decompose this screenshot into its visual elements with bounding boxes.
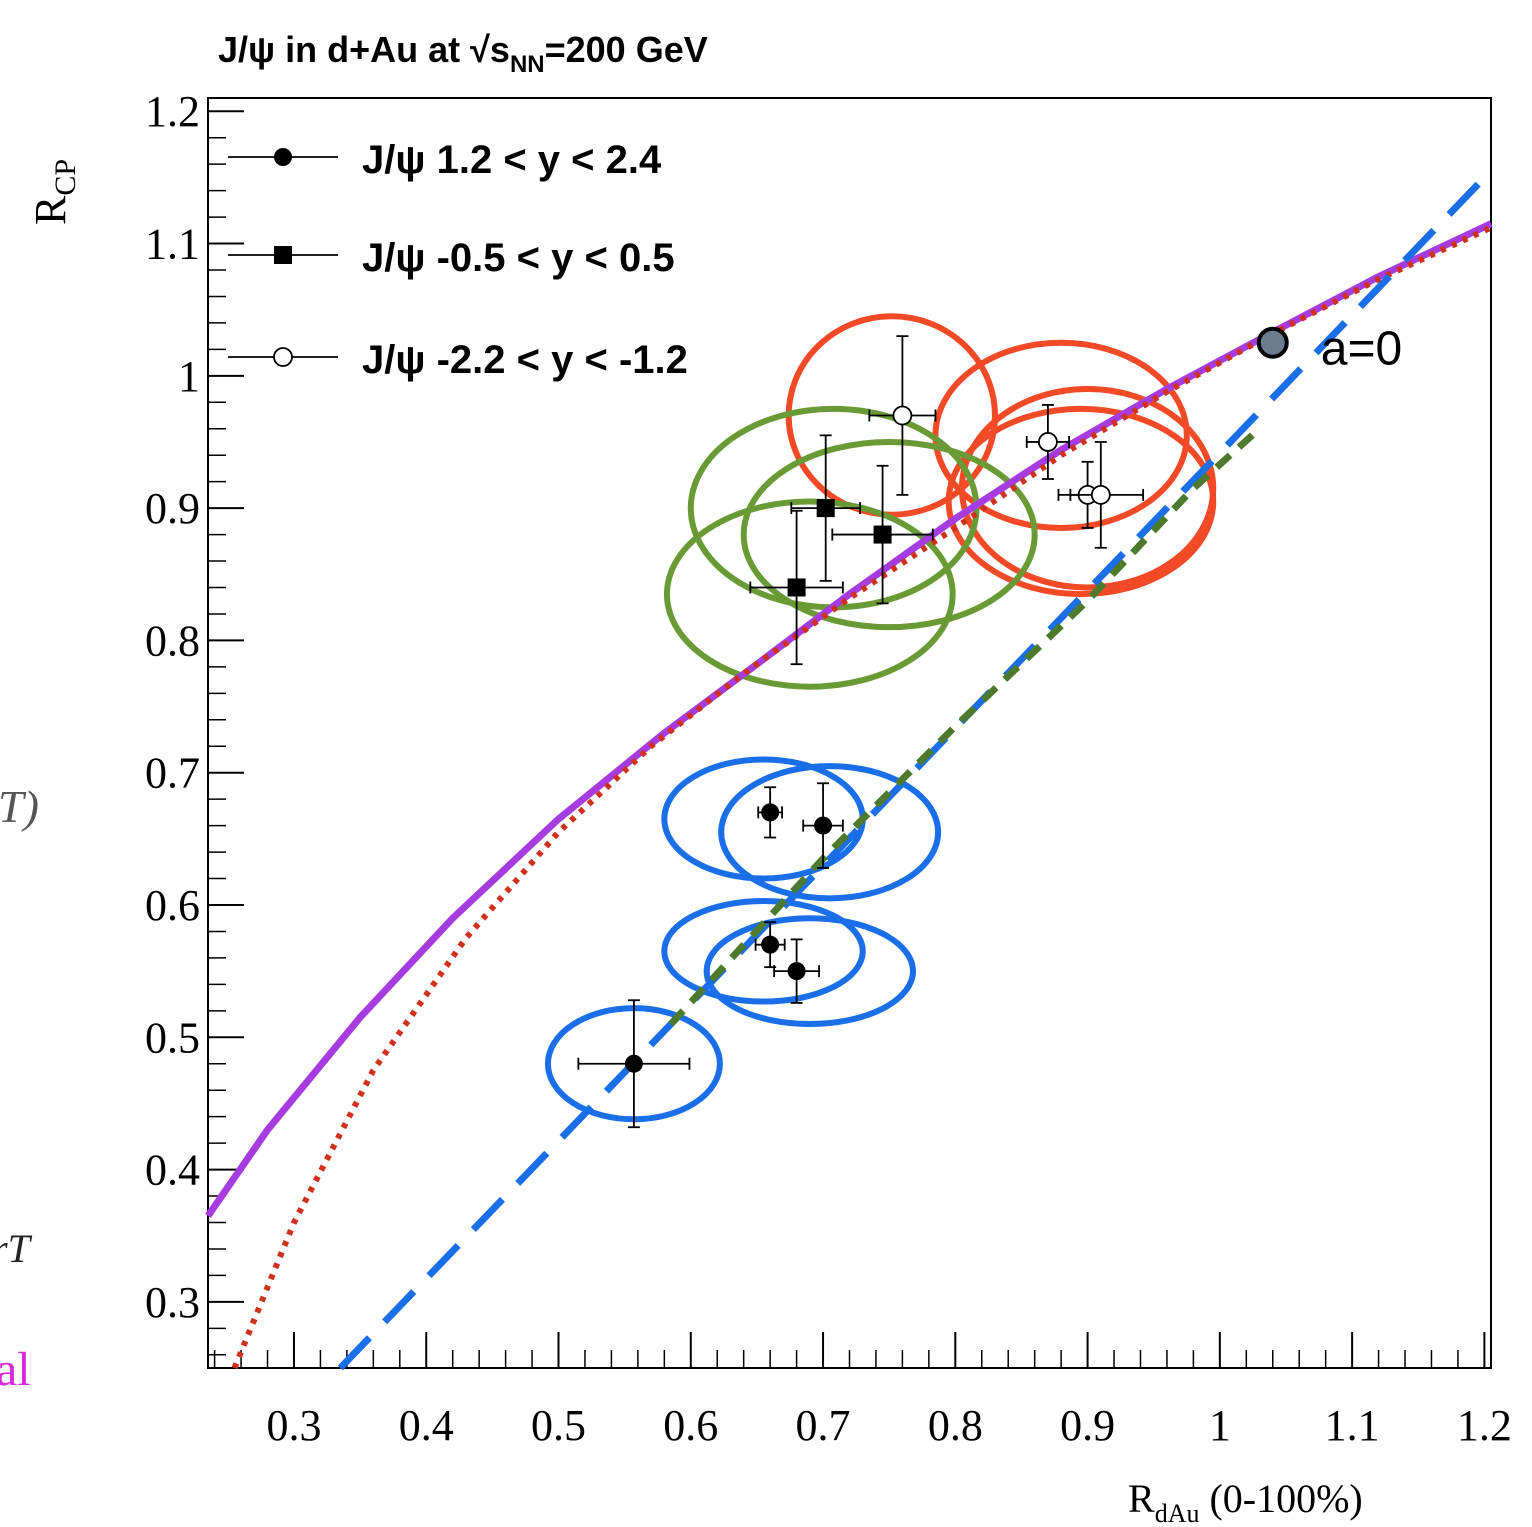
- legend-label: J/ψ -0.5 < y < 0.5: [362, 236, 675, 280]
- data-point: [757, 786, 783, 839]
- marker-filled-circle: [624, 1054, 643, 1073]
- annotation: a=0: [1256, 323, 1402, 376]
- data-point: [749, 509, 844, 666]
- marker-filled-circle: [761, 803, 780, 822]
- y-tick-label: 0.8: [145, 616, 200, 665]
- legend-label: J/ψ -2.2 < y < -1.2: [362, 338, 688, 382]
- marker-open-circle: [892, 405, 913, 426]
- y-tick-label: 0.5: [145, 1013, 200, 1062]
- y-axis-label: RCP: [26, 159, 82, 225]
- x-axis-label-text: R: [1128, 1476, 1155, 1521]
- plot-frame: [207, 97, 1492, 1369]
- data-point: [577, 999, 691, 1129]
- left-fragment-3: al: [0, 1343, 31, 1396]
- x-tick-label: 1.1: [1325, 1401, 1380, 1450]
- data-point: [754, 921, 786, 969]
- x-axis-label: RdAu (0-100%): [1128, 1476, 1363, 1527]
- highlight-ellipse: [945, 405, 1217, 598]
- data-point: [1025, 404, 1070, 480]
- data-point-layer: [577, 335, 1145, 1129]
- marker-filled-square: [873, 525, 892, 544]
- x-tick-label: 0.4: [399, 1401, 454, 1450]
- marker-open-circle: [1090, 484, 1111, 505]
- x-tick-label: 0.6: [663, 1401, 718, 1450]
- y-tick-label: 0.3: [145, 1278, 200, 1327]
- legend: J/ψ 1.2 < y < 2.4 J/ψ -0.5 < y < 0.5 J/ψ -…: [228, 138, 688, 382]
- marker-filled-square: [816, 499, 835, 518]
- x-axis-label-subscript: dAu: [1155, 1499, 1200, 1527]
- y-tick-label: 0.9: [145, 484, 200, 533]
- highlight-ellipse: [718, 763, 942, 902]
- y-tick-label: 0.4: [145, 1146, 200, 1195]
- highlight-ellipse: [740, 438, 1038, 631]
- left-fragment-1: T): [0, 781, 39, 832]
- data-point: [773, 938, 820, 1004]
- marker-filled-circle: [761, 935, 780, 954]
- title-subscript: NN: [510, 51, 545, 78]
- data-point: [831, 464, 934, 605]
- svg-text:J/ψ in d+Au at √sNN=200 GeV: J/ψ in d+Au at √sNN=200 GeV: [218, 29, 708, 78]
- data-point: [1057, 441, 1145, 549]
- title-suffix: =200 GeV: [545, 29, 708, 70]
- left-fragment-2: rT: [0, 1226, 33, 1271]
- marker-open-circle: [1038, 432, 1058, 452]
- x-tick-label: 0.3: [266, 1401, 321, 1450]
- x-tick-label: 1.2: [1457, 1401, 1512, 1450]
- data-point: [790, 434, 861, 582]
- y-tick-label: 0.6: [145, 881, 200, 930]
- x-tick-label: 0.7: [796, 1401, 851, 1450]
- x-tick-label: 0.5: [531, 1401, 586, 1450]
- highlight-ellipse: [703, 915, 916, 1028]
- x-tick-label: 1: [1209, 1401, 1231, 1450]
- data-point: [802, 782, 844, 869]
- y-tick-label: 1.1: [145, 220, 200, 269]
- highlight-ellipse: [661, 898, 866, 1005]
- marker-filled-square: [787, 578, 806, 597]
- title-text: J/ψ in d+Au at √s: [218, 29, 510, 70]
- svg-text:RdAu (0-100%): RdAu (0-100%): [1128, 1476, 1363, 1527]
- model-curve-long-dash: [337, 168, 1494, 1371]
- marker-filled-circle: [274, 148, 292, 166]
- marker-filled-circle: [787, 962, 806, 981]
- x-axis-label-suffix: (0-100%): [1199, 1476, 1362, 1521]
- model-curve-dotted: [231, 224, 1493, 1370]
- y-axis-label-text: R: [26, 195, 75, 225]
- x-tick-label: 0.9: [1060, 1401, 1115, 1450]
- data-point: [868, 335, 937, 496]
- y-tick-label: 1: [178, 352, 200, 401]
- axes: 0.3 0.4 0.5 0.6 0.7 0.8 0.9 1 1.1 1.2 0.3 0.4 0.5 0.6…: [145, 87, 1512, 1450]
- y-axis-label-subscript: CP: [49, 159, 82, 196]
- marker-open-circle: [273, 347, 293, 367]
- svg-text:RCP: RCP: [26, 159, 82, 225]
- left-margin-fragments: T) rT al: [0, 781, 39, 1396]
- marker-filled-circle: [814, 816, 833, 835]
- annotation-marker: [1256, 326, 1289, 359]
- y-tick-label: 0.7: [145, 749, 200, 798]
- annotation-label: a=0: [1321, 323, 1402, 376]
- ellipse-layer: [544, 313, 1217, 1123]
- y-tick-label: 1.2: [145, 87, 200, 136]
- model-curve-dashed: [668, 426, 1262, 1027]
- highlight-ellipse: [663, 498, 956, 690]
- chart-title: J/ψ in d+Au at √sNN=200 GeV: [218, 29, 708, 78]
- legend-label: J/ψ 1.2 < y < 2.4: [362, 138, 662, 182]
- x-tick-label: 0.8: [928, 1401, 983, 1450]
- marker-filled-square: [274, 246, 292, 264]
